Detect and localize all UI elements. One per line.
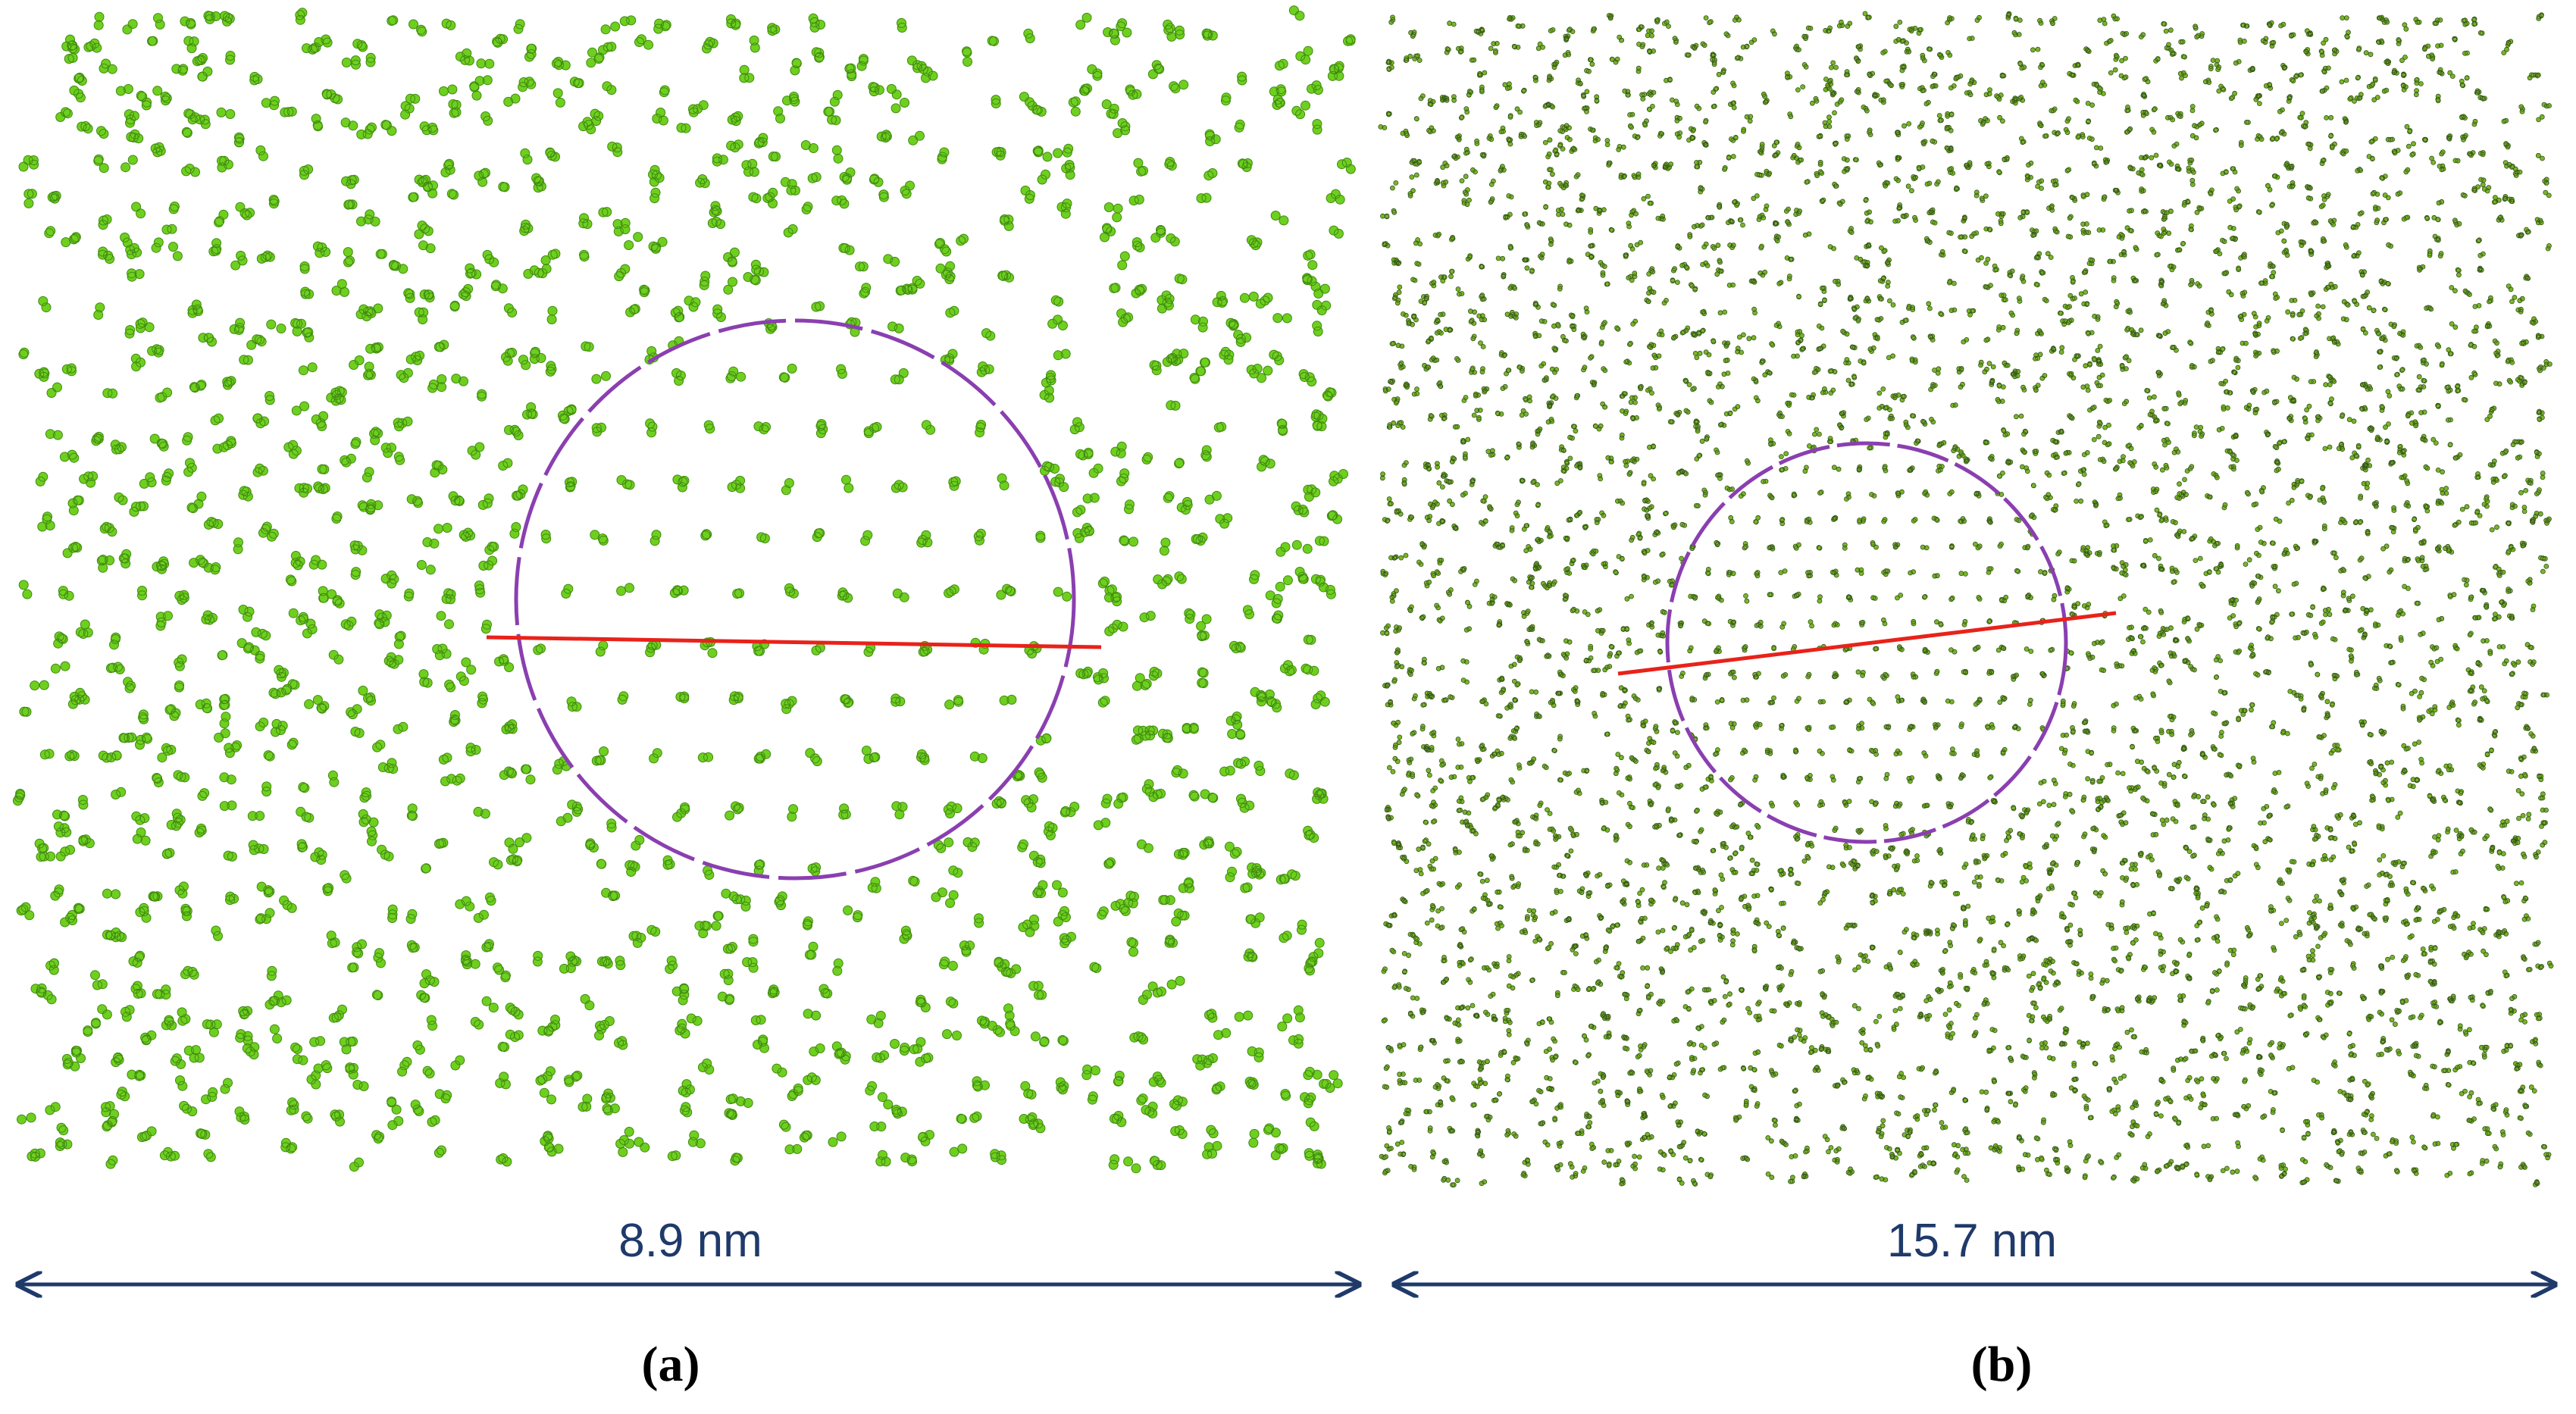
atom-clusters [12,5,1356,1174]
atom-clusters [1378,11,2554,1187]
panel-background [27,20,1360,1180]
panel-b [1378,11,2555,1187]
diameter-line [486,635,1102,649]
panel-caption: (a) [642,1337,700,1392]
scale-label: 8.9 nm [618,1215,762,1267]
scale-label: 15.7 nm [1887,1215,2057,1267]
panel-a [12,5,1360,1180]
diameter-line [1617,611,2117,676]
panel-caption: (b) [1971,1337,2033,1392]
region-circle [514,318,1076,881]
region-circle [1665,441,2068,844]
